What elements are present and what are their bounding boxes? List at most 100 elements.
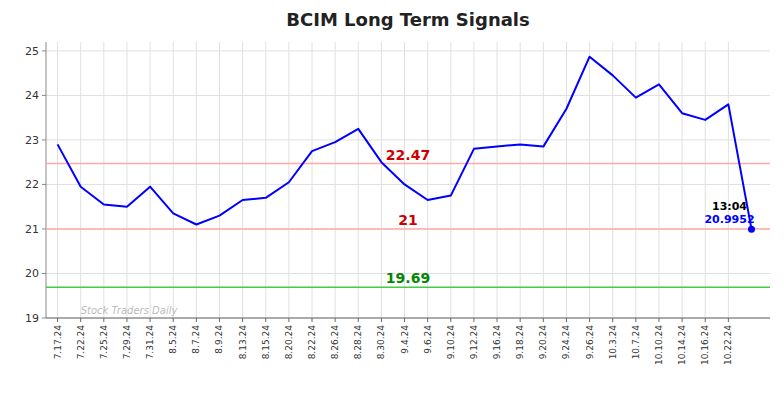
y-tick <box>42 228 46 229</box>
x-tick <box>682 318 683 322</box>
x-tick-label: 7.25.24 <box>99 325 109 360</box>
grid-line-x <box>335 42 336 318</box>
x-tick-label: 7.17.24 <box>53 325 63 360</box>
x-tick <box>335 318 336 322</box>
x-tick-label: 9.6.24 <box>423 325 433 354</box>
grid-line-x <box>196 42 197 318</box>
grid-line-x <box>126 42 127 318</box>
grid-line-y <box>46 184 770 185</box>
x-tick <box>265 318 266 322</box>
price-line <box>58 57 752 229</box>
y-tick-label: 24 <box>25 89 39 102</box>
plot-marks <box>46 57 770 288</box>
grid-line-x <box>381 42 382 318</box>
x-tick <box>450 318 451 322</box>
x-tick <box>427 318 428 322</box>
grid-line-x <box>150 42 151 318</box>
x-tick-label: 9.20.24 <box>538 325 548 360</box>
grid-line-x <box>473 42 474 318</box>
x-tick-label: 8.15.24 <box>261 325 271 360</box>
grid-line-x <box>705 42 706 318</box>
x-tick-label: 8.26.24 <box>330 325 340 360</box>
x-tick <box>705 318 706 322</box>
x-tick-label: 9.24.24 <box>561 325 571 360</box>
x-tick-label: 8.9.24 <box>214 325 224 354</box>
grid-line-x <box>450 42 451 318</box>
x-tick-label: 9.12.24 <box>469 325 479 360</box>
y-tick-label: 23 <box>25 134 39 147</box>
x-tick <box>473 318 474 322</box>
x-tick-label: 8.20.24 <box>284 325 294 360</box>
y-tick-label: 22 <box>25 178 39 191</box>
x-tick-label: 10.22.24 <box>723 325 733 365</box>
x-tick-label: 8.30.24 <box>376 325 386 360</box>
grid-line-x <box>312 42 313 318</box>
grid-line-x <box>242 42 243 318</box>
grid-line-x <box>589 42 590 318</box>
grid-line-x <box>682 42 683 318</box>
x-tick-label: 7.31.24 <box>145 325 155 360</box>
y-tick <box>42 50 46 51</box>
x-tick <box>150 318 151 322</box>
x-tick <box>612 318 613 322</box>
grid-line-x <box>103 42 104 318</box>
y-tick-label: 21 <box>25 223 39 236</box>
y-axis-line <box>46 42 47 318</box>
y-tick <box>42 184 46 185</box>
grid-line-x <box>635 42 636 318</box>
level-line <box>46 287 770 289</box>
level-label: 22.47 <box>386 147 430 163</box>
x-tick <box>566 318 567 322</box>
x-tick <box>635 318 636 322</box>
grid-line-y <box>46 95 770 96</box>
grid-line-x <box>57 42 58 318</box>
grid-line-x <box>358 42 359 318</box>
grid-line-y <box>46 50 770 51</box>
x-tick <box>288 318 289 322</box>
grid-line-y <box>46 318 770 319</box>
x-tick <box>196 318 197 322</box>
x-tick-label: 7.22.24 <box>76 325 86 360</box>
grid-line-x <box>497 42 498 318</box>
title: BCIM Long Term Signals <box>286 9 529 30</box>
watermark: Stock Traders Daily <box>81 305 179 316</box>
grid-line-y <box>46 228 770 229</box>
x-tick-label: 10.3.24 <box>608 325 618 360</box>
x-tick <box>728 318 729 322</box>
x-tick-label: 8.5.24 <box>168 325 178 354</box>
grid-line-x <box>543 42 544 318</box>
x-tick-label: 10.14.24 <box>677 325 687 365</box>
x-axis: 7.17.24 7.22.24 7.25.24 7.29.24 7.31.24 8.5.2… <box>46 318 770 365</box>
y-tick <box>42 318 46 319</box>
y-axis: 19202122232425 <box>25 42 46 325</box>
x-tick-label: 7.29.24 <box>122 325 132 360</box>
x-tick-label: 8.7.24 <box>191 325 201 354</box>
level-label: 19.69 <box>386 270 430 286</box>
level-label: 21 <box>398 212 417 228</box>
x-tick <box>520 318 521 322</box>
grid-line-x <box>265 42 266 318</box>
x-tick-label: 9.16.24 <box>492 325 502 360</box>
x-tick <box>404 318 405 322</box>
x-tick <box>381 318 382 322</box>
x-tick <box>358 318 359 322</box>
x-tick <box>312 318 313 322</box>
y-tick <box>42 95 46 96</box>
y-tick-label: 25 <box>25 45 39 58</box>
x-tick <box>219 318 220 322</box>
x-tick-label: 10.16.24 <box>700 325 710 365</box>
grid <box>46 42 770 318</box>
x-tick <box>173 318 174 322</box>
y-tick <box>42 139 46 140</box>
grid-line-x <box>80 42 81 318</box>
annotations: 22.472119.6920.995213:04Stock Traders Da… <box>81 147 755 316</box>
x-tick <box>497 318 498 322</box>
x-axis-line <box>46 317 770 318</box>
grid-line-x <box>566 42 567 318</box>
x-tick-label: 9.4.24 <box>400 325 410 354</box>
x-tick <box>242 318 243 322</box>
grid-line-x <box>288 42 289 318</box>
x-tick-label: 9.26.24 <box>585 325 595 360</box>
x-tick-label: 10.10.24 <box>654 325 664 365</box>
x-tick-label: 9.18.24 <box>515 325 525 360</box>
